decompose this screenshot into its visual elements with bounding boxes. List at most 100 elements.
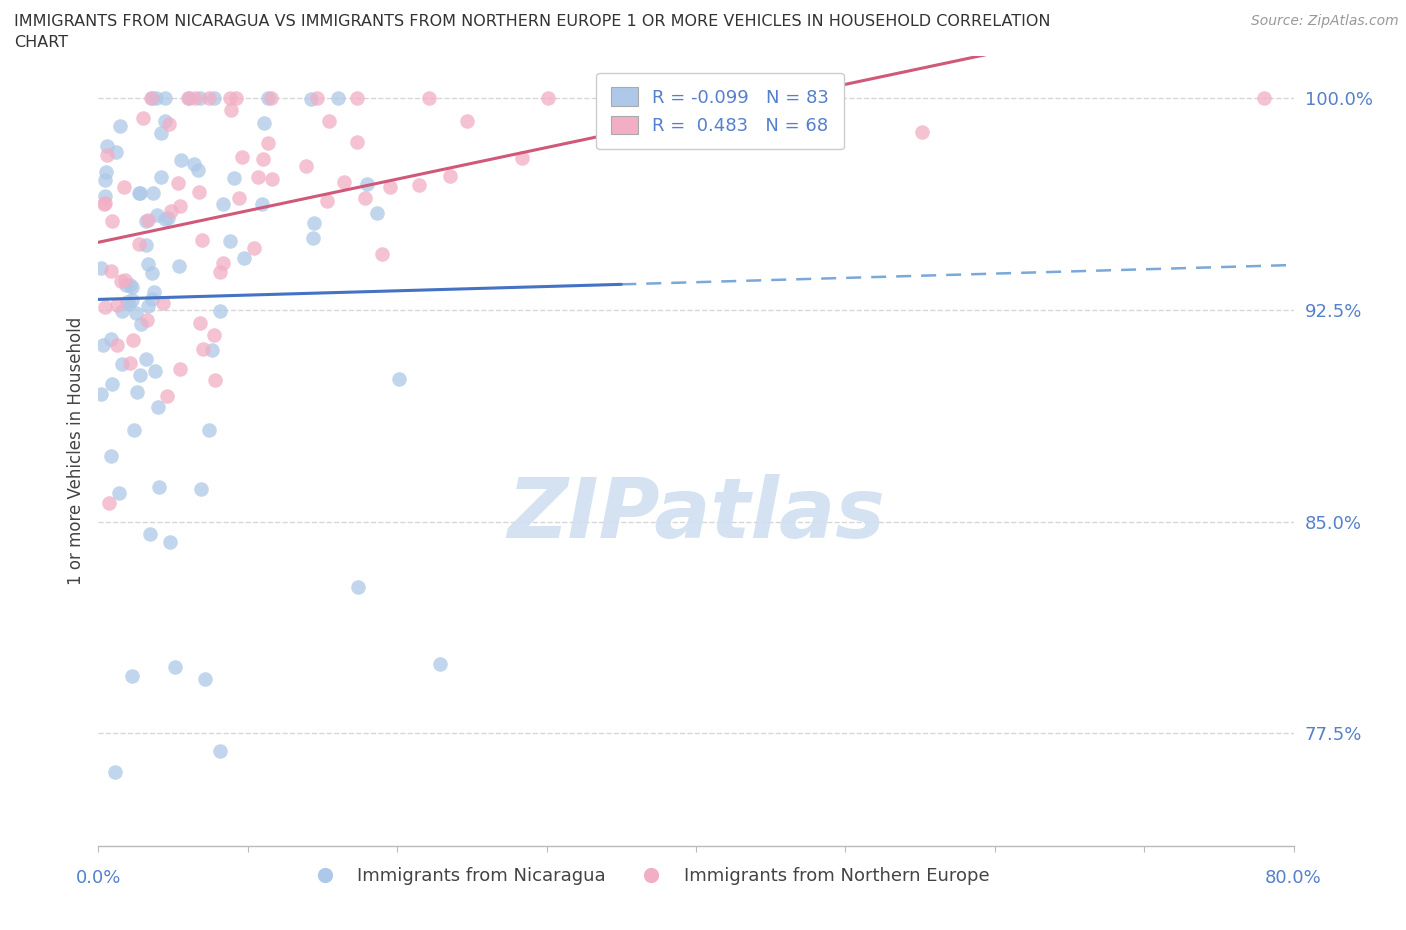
Point — [366, 206, 388, 220]
Point — [198, 91, 221, 106]
Point — [242, 241, 264, 256]
Point — [910, 125, 932, 140]
Point — [125, 305, 148, 320]
Point — [294, 158, 316, 173]
Point — [159, 204, 181, 219]
Point — [145, 208, 167, 223]
Point — [149, 126, 172, 140]
Point — [90, 386, 112, 401]
Point — [354, 191, 377, 206]
Point — [316, 193, 339, 208]
Point — [121, 280, 143, 295]
Text: Source: ZipAtlas.com: Source: ZipAtlas.com — [1251, 14, 1399, 28]
Point — [318, 113, 340, 128]
Point — [131, 317, 153, 332]
Point — [135, 352, 157, 366]
Point — [204, 372, 226, 387]
Point — [94, 299, 117, 314]
Point — [115, 278, 138, 293]
Point — [152, 296, 174, 311]
Point — [183, 156, 205, 171]
Point — [94, 195, 117, 210]
Point — [356, 177, 378, 192]
Point — [153, 113, 176, 128]
Point — [91, 338, 114, 352]
Point — [208, 743, 231, 758]
Point — [146, 400, 169, 415]
Point — [170, 153, 193, 167]
Point — [112, 179, 135, 194]
Point — [177, 91, 200, 106]
Point — [250, 196, 273, 211]
Point — [157, 116, 180, 131]
Point — [145, 91, 167, 106]
Point — [142, 185, 165, 200]
Point — [202, 91, 225, 106]
Text: ZIPatlas: ZIPatlas — [508, 473, 884, 555]
Point — [139, 526, 162, 541]
Point — [117, 295, 139, 310]
Point — [169, 198, 191, 213]
Point — [136, 312, 159, 327]
Point — [408, 178, 430, 193]
Point — [100, 331, 122, 346]
Text: CHART: CHART — [14, 35, 67, 50]
Point — [247, 169, 270, 184]
Point — [108, 118, 131, 133]
Point — [108, 485, 131, 500]
Point — [737, 91, 759, 106]
Point — [167, 176, 190, 191]
Point — [191, 342, 214, 357]
Point — [118, 297, 141, 312]
Point — [191, 232, 214, 247]
Point — [121, 332, 143, 347]
Point — [256, 135, 278, 150]
Point — [143, 285, 166, 299]
Point — [371, 246, 394, 261]
Point — [141, 292, 163, 307]
Point — [260, 171, 283, 186]
Point — [156, 389, 179, 404]
Point — [252, 116, 274, 131]
Point — [100, 263, 122, 278]
Point — [90, 260, 112, 275]
Point — [346, 91, 368, 106]
Point — [135, 237, 157, 252]
Point — [177, 91, 200, 106]
Point — [128, 186, 150, 201]
Point — [194, 671, 217, 686]
Point — [104, 764, 127, 779]
Point — [201, 343, 224, 358]
Point — [141, 91, 163, 106]
Text: 0.0%: 0.0% — [76, 869, 121, 887]
Text: IMMIGRANTS FROM NICARAGUA VS IMMIGRANTS FROM NORTHERN EUROPE 1 OR MORE VEHICLES : IMMIGRANTS FROM NICARAGUA VS IMMIGRANTS … — [14, 14, 1050, 29]
Point — [456, 113, 478, 128]
Point — [202, 327, 225, 342]
Point — [128, 236, 150, 251]
Point — [537, 91, 560, 106]
Point — [302, 231, 325, 246]
Point — [143, 364, 166, 379]
Point — [186, 163, 208, 178]
Point — [346, 134, 368, 149]
Y-axis label: 1 or more Vehicles in Household: 1 or more Vehicles in Household — [66, 317, 84, 585]
Point — [110, 273, 132, 288]
Point — [98, 496, 121, 511]
Point — [211, 256, 233, 271]
Point — [302, 216, 325, 231]
Point — [347, 579, 370, 594]
Point — [153, 212, 176, 227]
Point — [1253, 91, 1275, 106]
Point — [149, 170, 172, 185]
Point — [120, 278, 142, 293]
Point — [305, 91, 328, 106]
Point — [167, 259, 190, 273]
Point — [127, 384, 149, 399]
Point — [114, 272, 136, 287]
Point — [198, 423, 221, 438]
Point — [121, 669, 143, 684]
Point — [219, 91, 242, 106]
Point — [256, 91, 278, 106]
Point — [388, 372, 411, 387]
Text: 80.0%: 80.0% — [1265, 869, 1322, 887]
